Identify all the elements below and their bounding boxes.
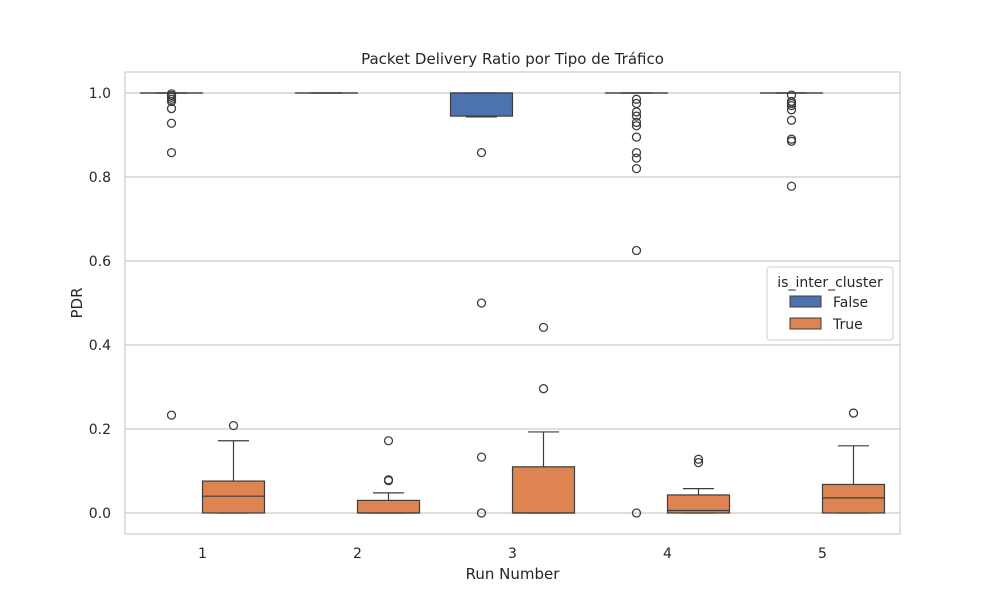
outlier-point	[476, 508, 487, 518]
box-true-run-1	[201, 420, 266, 514]
outlier-point	[476, 147, 487, 158]
chart-title: Packet Delivery Ratio por Tipo de Tráfic…	[361, 50, 664, 68]
box-body	[511, 466, 576, 514]
x-tick-label: 3	[508, 546, 517, 562]
box-body	[821, 483, 886, 514]
box-body	[449, 92, 514, 117]
outlier-point	[693, 454, 704, 464]
box-body	[356, 499, 421, 514]
box-true-run-5	[821, 408, 886, 514]
box-true-run-3	[511, 322, 576, 514]
legend-label-false: False	[833, 295, 868, 311]
box-body	[666, 494, 731, 514]
outlier-point	[848, 408, 859, 418]
outlier-point	[631, 94, 642, 104]
outlier-point	[166, 410, 177, 420]
outlier-point	[631, 245, 642, 256]
x-axis-title: Run Number	[466, 565, 561, 583]
box-true-run-4	[666, 454, 731, 514]
outlier-point	[786, 136, 797, 146]
y-tick-label: 0.0	[89, 506, 111, 522]
outlier-point	[166, 103, 177, 114]
outlier-point	[786, 100, 797, 111]
box-false-run-5	[759, 90, 824, 191]
y-tick-labels: 0.0 0.2 0.4 0.6 0.8 1.0	[89, 86, 111, 522]
y-tick-label: 1.0	[89, 86, 111, 102]
outlier-point	[476, 298, 487, 308]
outlier-point	[631, 153, 642, 163]
outlier-point	[228, 420, 239, 431]
box-false-run-1	[139, 89, 204, 420]
y-axis-title: PDR	[68, 287, 86, 318]
outlier-point	[786, 181, 797, 191]
box-body	[201, 480, 266, 514]
legend-swatch-false	[789, 295, 822, 308]
outlier-point	[631, 147, 642, 158]
outlier-point	[786, 115, 797, 125]
y-tick-label: 0.4	[89, 338, 111, 354]
outlier-point	[538, 322, 549, 333]
legend-swatch-true	[789, 317, 822, 330]
x-tick-label: 4	[663, 546, 672, 562]
outlier-point	[631, 117, 642, 128]
legend-title: is_inter_cluster	[777, 275, 883, 291]
x-tick-label: 1	[198, 546, 207, 562]
y-tick-label: 0.8	[89, 170, 111, 186]
outlier-point	[786, 105, 797, 115]
y-tick-label: 0.6	[89, 254, 111, 270]
outlier-point	[476, 452, 487, 462]
legend: is_inter_cluster False True	[766, 266, 894, 341]
outlier-point	[631, 107, 642, 117]
outlier-point	[631, 132, 642, 142]
outlier-point	[538, 384, 549, 394]
plot-frame	[124, 71, 901, 535]
outlier-point	[383, 475, 394, 485]
outlier-point	[631, 111, 642, 121]
box-marks	[139, 89, 886, 518]
outlier-point	[166, 118, 177, 128]
y-tick-label: 0.2	[89, 422, 111, 438]
box-false-run-4	[604, 92, 669, 518]
x-tick-label: 5	[818, 546, 827, 562]
outlier-point	[631, 121, 642, 131]
outlier-point	[631, 508, 642, 518]
legend-label-true: True	[832, 317, 863, 333]
outlier-point	[383, 436, 394, 446]
outlier-point	[166, 147, 177, 158]
box-true-run-2	[356, 436, 421, 514]
outlier-point	[631, 163, 642, 174]
x-tick-labels: 1 2 3 4 5	[198, 546, 827, 562]
outlier-point	[166, 96, 177, 107]
x-tick-label: 2	[353, 546, 362, 562]
box-false-run-3	[449, 92, 514, 518]
outlier-point	[693, 457, 704, 468]
